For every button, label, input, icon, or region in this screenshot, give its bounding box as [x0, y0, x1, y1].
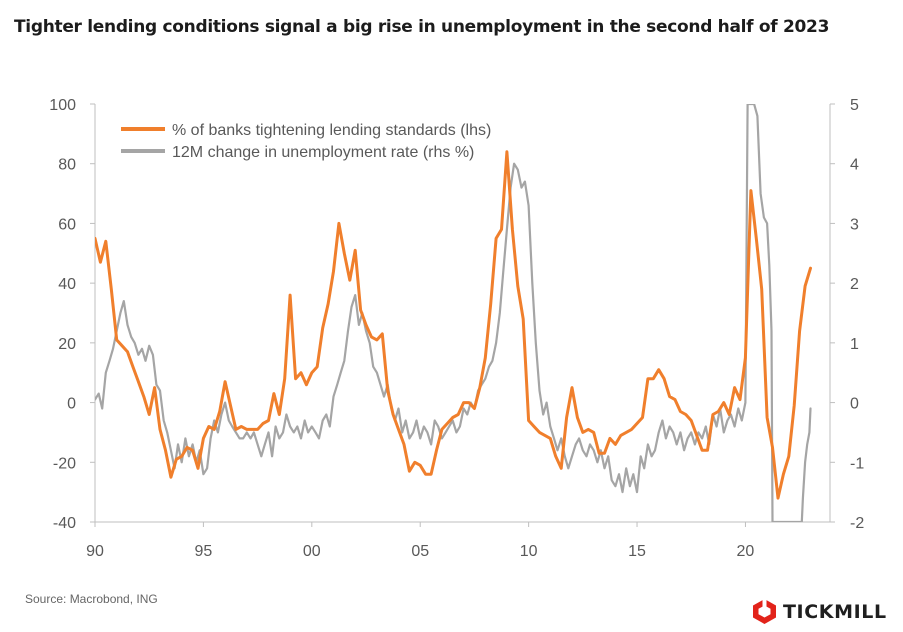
- left-axis-tick-label: -40: [53, 515, 76, 532]
- left-axis-tick-label: 60: [58, 216, 76, 233]
- left-axis-tick-label: 100: [49, 97, 76, 114]
- legend: % of banks tightening lending standards …: [121, 122, 491, 161]
- source-note: Source: Macrobond, ING: [25, 592, 158, 606]
- right-axis-tick-label: 0: [850, 396, 859, 413]
- x-axis-tick-label: 95: [195, 543, 213, 560]
- left-axis-tick-label: 0: [67, 396, 76, 413]
- x-axis-tick-label: 05: [411, 543, 429, 560]
- x-axis-tick-label: 10: [520, 543, 538, 560]
- series-line-lending-standards: [95, 150, 812, 500]
- series-line-unemployment-change: [95, 104, 812, 522]
- left-axis-tick-label: -20: [53, 455, 76, 472]
- left-axis-tick-label: 80: [58, 157, 76, 174]
- right-axis-tick-label: 3: [850, 216, 859, 233]
- tickmill-logo-icon: [753, 598, 776, 624]
- right-axis-tick-label: 1: [850, 336, 859, 353]
- x-axis-tick-label: 15: [628, 543, 646, 560]
- x-axis-tick-label: 20: [737, 543, 755, 560]
- legend-label: % of banks tightening lending standards …: [172, 122, 491, 139]
- right-axis-tick-label: 2: [850, 276, 859, 293]
- tickmill-logo: TICKMILL: [752, 598, 887, 625]
- series-lines: [95, 104, 812, 522]
- x-axis-tick-label: 00: [303, 543, 321, 560]
- left-axis-tick-label: 20: [58, 336, 76, 353]
- right-axis-tick-label: 5: [850, 97, 859, 114]
- right-axis-tick-label: -1: [850, 455, 864, 472]
- left-axis-tick-label: 40: [58, 276, 76, 293]
- right-axis-tick-label: -2: [850, 515, 864, 532]
- brand-name: TICKMILL: [783, 600, 887, 623]
- x-axis-tick-label: 90: [86, 543, 104, 560]
- axes: -40 -20 0 20 40 60 80 100 -2 -1 0 1 2 3 4 5 90 95 00 05 10 15…: [49, 97, 864, 560]
- right-axis-tick-label: 4: [850, 157, 859, 174]
- legend-label: 12M change in unemployment rate (rhs %): [172, 144, 474, 161]
- chart-title: Tighter lending conditions signal a big …: [14, 17, 830, 37]
